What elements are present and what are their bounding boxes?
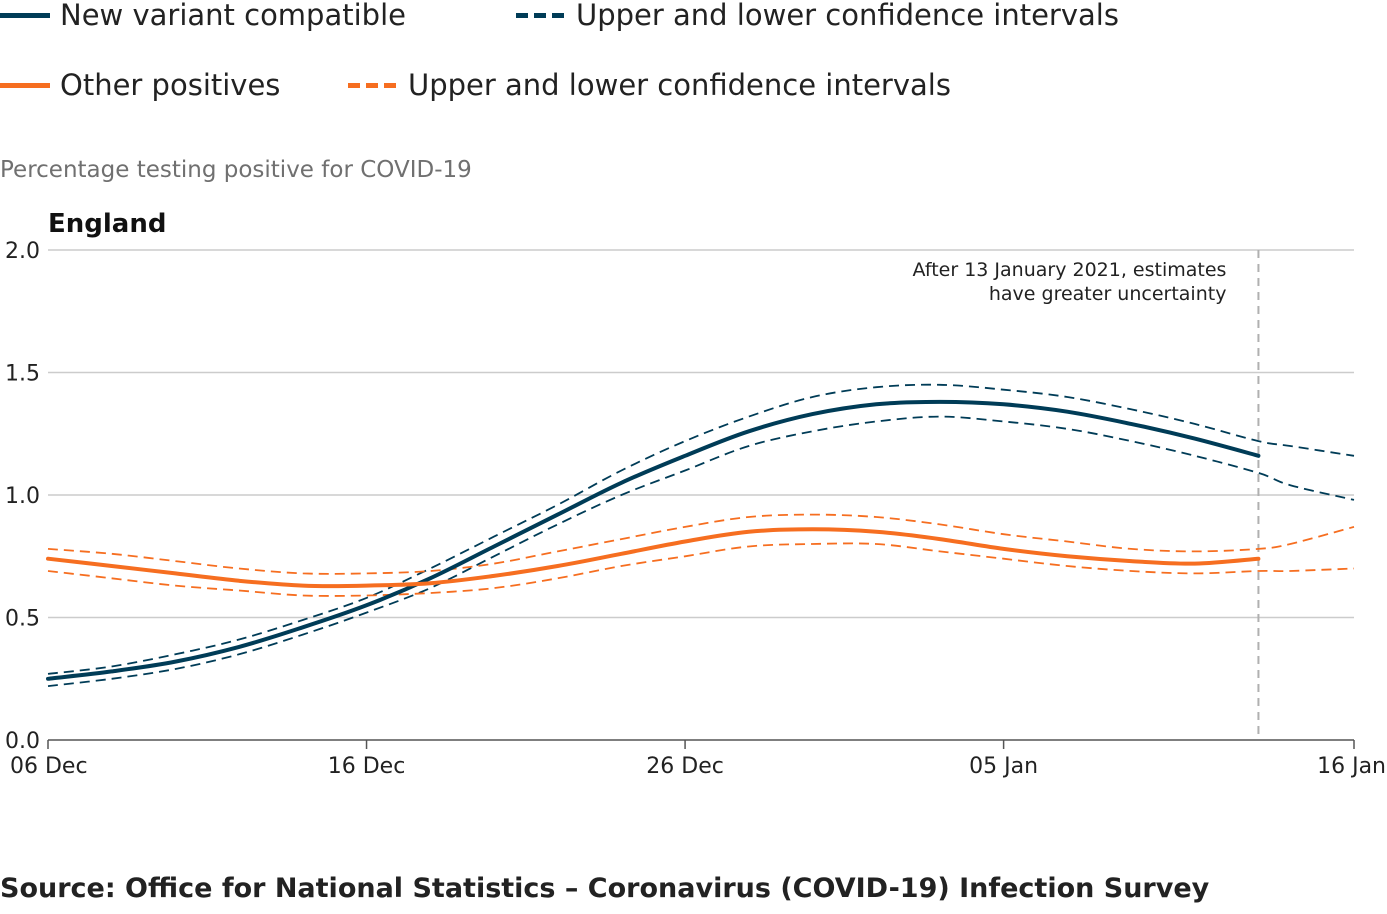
legend-swatch-new-variant [0,12,50,18]
series-other-positives-line [46,527,1261,589]
grid-lines [48,249,1354,619]
legend-item-new-variant-ci: Upper and lower confidence intervals [516,0,1119,32]
legend-label-other-positives: Other positives [60,68,281,102]
y-tick-label: 1.0 [5,484,40,509]
y-tick-label: 1.5 [5,362,40,387]
legend-item-other-positives: Other positives [0,68,281,102]
series-new-variant-upper-ci [47,383,1355,675]
legend-item-new-variant: New variant compatible [0,0,406,32]
annotation-text-line: have greater uncertainty [989,283,1227,305]
legend-item-other-positives-ci: Upper and lower confidence intervals [348,68,951,102]
legend-swatch-other-positives [0,82,50,88]
series-other-positives-lower-ci [47,542,1355,597]
chart-legend: New variant compatible Upper and lower c… [0,0,1387,110]
series-lines [46,383,1355,687]
source-note: Source: Office for National Statistics –… [0,873,1210,904]
x-tick-label: 16 Jan [1317,754,1386,779]
x-tick-label: 06 Dec [10,754,88,779]
annotation-text-line: After 13 January 2021, estimates [913,259,1227,281]
legend-label-other-positives-ci: Upper and lower confidence intervals [408,68,951,102]
legend-swatch-new-variant-ci [516,12,566,18]
chart-title: England [48,209,166,239]
series-other-positives-upper-ci [47,513,1355,575]
legend-label-new-variant-ci: Upper and lower confidence intervals [576,0,1119,32]
x-tick-label: 16 Dec [328,754,406,779]
y-tick-label: 0.5 [5,607,40,632]
legend-swatch-other-positives-ci [348,82,398,88]
chart-subtitle: Percentage testing positive for COVID-19 [0,157,472,183]
y-tick-label: 0.0 [5,729,40,754]
x-tick-label: 26 Dec [646,754,724,779]
y-tick-label: 2.0 [5,239,40,264]
series-new-variant-lower-ci [47,415,1355,687]
series-new-variant-line [46,399,1261,681]
x-tick-label: 05 Jan [969,754,1038,779]
legend-label-new-variant: New variant compatible [60,0,406,32]
axes: 0.0 0.5 1.0 1.5 2.0 06 Dec 16 Dec 26 Dec 05 Jan 1… [5,239,1386,779]
